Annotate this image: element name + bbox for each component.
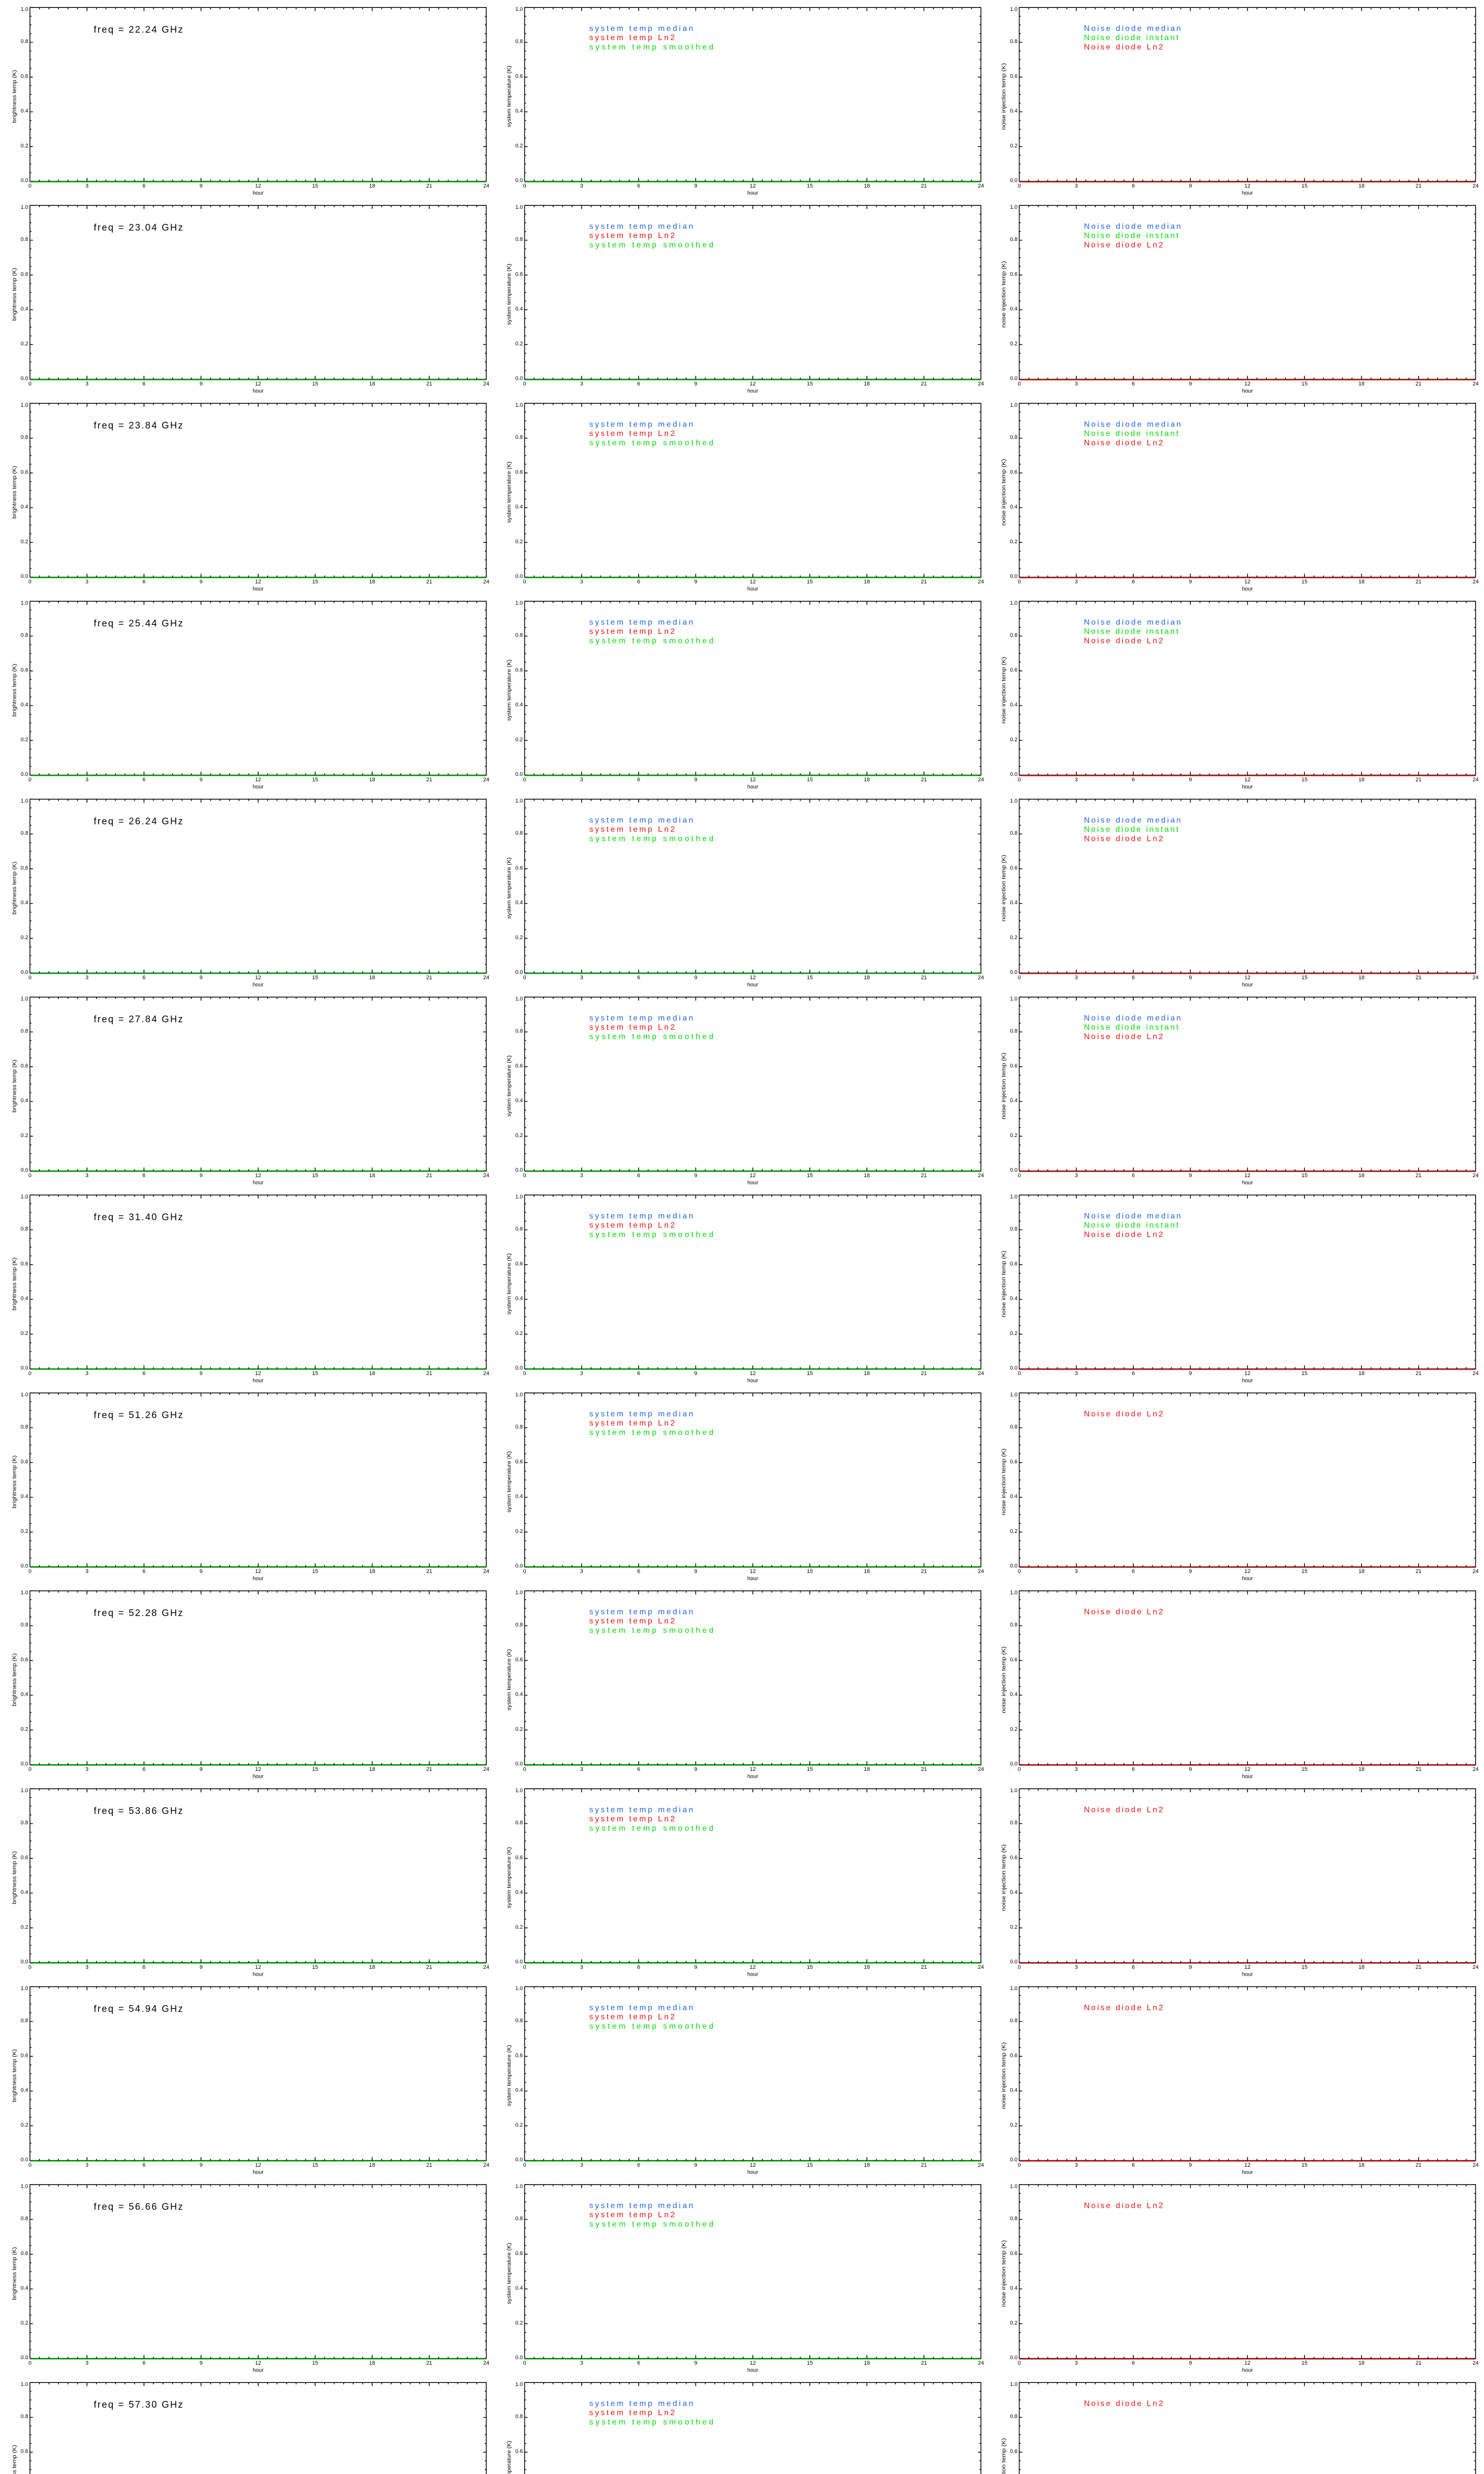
svg-text:noise injection temp (K): noise injection temp (K) bbox=[1001, 657, 1007, 723]
svg-text:freq = 26.24 GHz: freq = 26.24 GHz bbox=[94, 816, 183, 827]
svg-text:brightness temp (K): brightness temp (K) bbox=[12, 2049, 18, 2102]
svg-text:freq = 56.66 GHz: freq = 56.66 GHz bbox=[94, 2202, 183, 2212]
svg-text:brightness temp (K): brightness temp (K) bbox=[12, 466, 18, 519]
svg-text:noise injection temp (K): noise injection temp (K) bbox=[1001, 855, 1007, 921]
svg-text:noise injection temp (K): noise injection temp (K) bbox=[1001, 2240, 1007, 2307]
svg-text:brightness temp (K): brightness temp (K) bbox=[12, 1851, 18, 1904]
svg-text:system temperature (K): system temperature (K) bbox=[507, 2243, 512, 2304]
svg-text:system temperature (K): system temperature (K) bbox=[507, 857, 512, 919]
svg-text:brightness temp (K): brightness temp (K) bbox=[12, 1653, 18, 1706]
svg-text:system temperature (K): system temperature (K) bbox=[507, 462, 512, 523]
svg-text:system temperature (K): system temperature (K) bbox=[507, 1055, 512, 1117]
svg-text:freq = 25.44 GHz: freq = 25.44 GHz bbox=[94, 618, 183, 629]
svg-text:noise injection temp (K): noise injection temp (K) bbox=[1001, 2438, 1007, 2474]
svg-text:freq = 31.40 GHz: freq = 31.40 GHz bbox=[94, 1212, 183, 1223]
svg-text:noise injection temp (K): noise injection temp (K) bbox=[1001, 1448, 1007, 1515]
svg-text:system temperature (K): system temperature (K) bbox=[507, 1253, 512, 1315]
svg-text:system temperature (K): system temperature (K) bbox=[507, 1649, 512, 1711]
svg-text:brightness temp (K): brightness temp (K) bbox=[12, 1455, 18, 1508]
svg-text:noise injection temp (K): noise injection temp (K) bbox=[1001, 1052, 1007, 1119]
svg-text:freq = 23.84 GHz: freq = 23.84 GHz bbox=[94, 421, 183, 431]
svg-text:brightness temp (K): brightness temp (K) bbox=[12, 2247, 18, 2300]
svg-text:system temperature (K): system temperature (K) bbox=[507, 2441, 512, 2474]
svg-text:system temperature (K): system temperature (K) bbox=[507, 66, 512, 127]
svg-text:brightness temp (K): brightness temp (K) bbox=[12, 70, 18, 123]
svg-text:noise injection temp (K): noise injection temp (K) bbox=[1001, 63, 1007, 130]
svg-text:system temperature (K): system temperature (K) bbox=[507, 1451, 512, 1513]
svg-text:brightness temp (K): brightness temp (K) bbox=[12, 1059, 18, 1112]
svg-text:brightness temp (K): brightness temp (K) bbox=[12, 268, 18, 321]
svg-text:noise injection temp (K): noise injection temp (K) bbox=[1001, 1646, 1007, 1713]
svg-text:brightness temp (K): brightness temp (K) bbox=[12, 664, 18, 716]
svg-text:noise injection temp (K): noise injection temp (K) bbox=[1001, 1250, 1007, 1317]
svg-text:freq = 23.04 GHz: freq = 23.04 GHz bbox=[94, 223, 183, 233]
svg-text:freq = 54.94 GHz: freq = 54.94 GHz bbox=[94, 2004, 183, 2014]
svg-text:brightness temp (K): brightness temp (K) bbox=[12, 1257, 18, 1310]
svg-text:freq = 51.26 GHz: freq = 51.26 GHz bbox=[94, 1410, 183, 1421]
svg-text:noise injection temp (K): noise injection temp (K) bbox=[1001, 459, 1007, 525]
svg-text:system temperature (K): system temperature (K) bbox=[507, 1847, 512, 1908]
svg-text:noise injection temp (K): noise injection temp (K) bbox=[1001, 2042, 1007, 2109]
svg-text:brightness temp (K): brightness temp (K) bbox=[12, 2445, 18, 2474]
svg-text:freq = 22.24 GHz: freq = 22.24 GHz bbox=[94, 25, 183, 35]
svg-text:system temperature (K): system temperature (K) bbox=[507, 2045, 512, 2106]
svg-text:noise injection temp (K): noise injection temp (K) bbox=[1001, 1844, 1007, 1911]
svg-text:system temperature (K): system temperature (K) bbox=[507, 660, 512, 721]
svg-text:freq = 57.30 GHz: freq = 57.30 GHz bbox=[94, 2400, 183, 2410]
svg-text:freq = 52.28 GHz: freq = 52.28 GHz bbox=[94, 1608, 183, 1618]
svg-text:noise injection temp (K): noise injection temp (K) bbox=[1001, 261, 1007, 328]
svg-text:freq = 53.86 GHz: freq = 53.86 GHz bbox=[94, 1806, 183, 1816]
svg-text:freq = 27.84 GHz: freq = 27.84 GHz bbox=[94, 1014, 183, 1025]
svg-text:system temperature (K): system temperature (K) bbox=[507, 264, 512, 325]
svg-text:brightness temp (K): brightness temp (K) bbox=[12, 861, 18, 914]
